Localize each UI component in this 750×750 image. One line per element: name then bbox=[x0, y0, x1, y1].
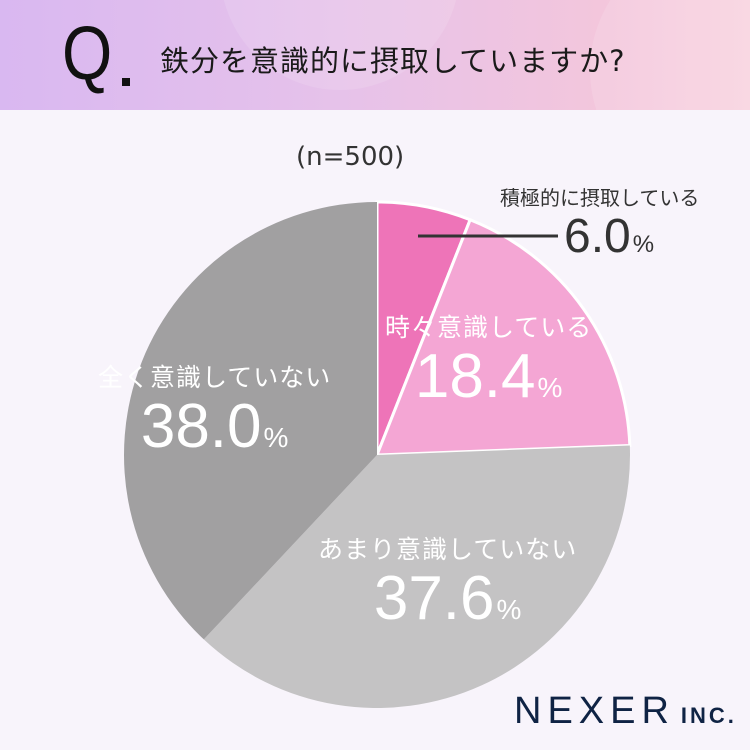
label-slice-2-name: 時々意識している bbox=[385, 313, 593, 342]
label-slice-4: 全く意識していない 38.0% bbox=[98, 358, 331, 471]
pie-slice-4 bbox=[123, 202, 378, 640]
label-slice-4-name: 全く意識していない bbox=[98, 363, 332, 392]
label-slice-1-pct: 6.0% bbox=[564, 210, 655, 263]
pie-slice-3 bbox=[203, 445, 631, 709]
nexer-logo: NEXER INC. bbox=[514, 690, 737, 732]
label-slice-2: 時々意識している 18.4% bbox=[385, 308, 592, 421]
label-slice-4-pct: 38.0% bbox=[140, 392, 289, 461]
label-slice-2-pct: 18.4% bbox=[414, 342, 563, 411]
sample-size: (n=500) bbox=[296, 142, 405, 172]
q-mark: Q bbox=[62, 11, 113, 96]
decor-circle bbox=[590, 0, 750, 110]
q-dot bbox=[122, 78, 130, 86]
label-slice-3-pct: 37.6% bbox=[373, 564, 522, 633]
label-slice-3-name: あまり意識していない bbox=[318, 535, 578, 564]
pie-slice-2 bbox=[374, 217, 632, 457]
label-slice-3: あまり意識していない 37.6% bbox=[318, 530, 577, 643]
header-banner: Q 鉄分を意識的に摂取していますか? bbox=[0, 0, 750, 110]
label-slice-1-name: 積極的に摂取している bbox=[500, 186, 700, 210]
question-title: 鉄分を意識的に摂取していますか? bbox=[160, 44, 626, 78]
